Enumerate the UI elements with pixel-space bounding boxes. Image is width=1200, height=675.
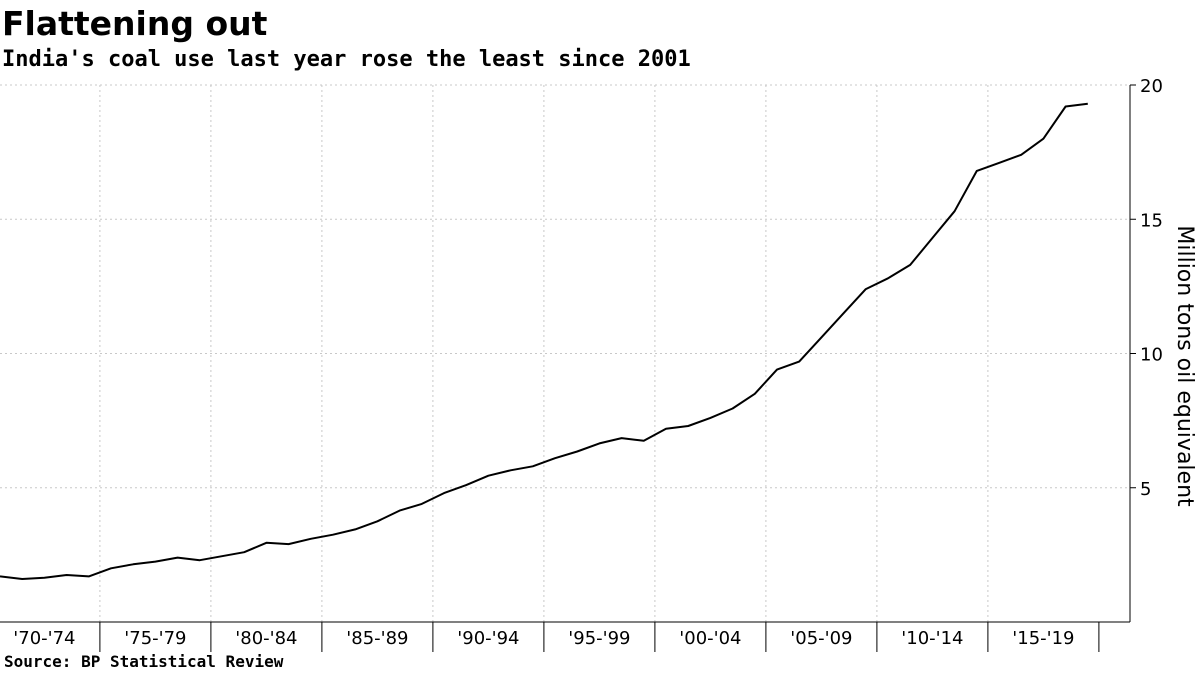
y-axis-title: Million tons oil equivalent: [1172, 225, 1197, 507]
chart-subtitle: India's coal use last year rose the leas…: [2, 47, 691, 72]
y-tick-label: 15: [1140, 210, 1163, 231]
axes: [0, 84, 1136, 652]
source-note: Source: BP Statistical Review: [4, 652, 284, 671]
x-tick-label: '90-'94: [457, 628, 519, 649]
tick-labels: 5 10 15 20 '70-'74 '75-'79 '80-'84 '85-'89 '90-'…: [13, 76, 1163, 649]
y-tick-label: 10: [1140, 345, 1163, 366]
x-tick-label: '80-'84: [235, 628, 297, 649]
grid-lines: [0, 84, 1130, 622]
x-tick-label: '75-'79: [124, 628, 186, 649]
x-tick-label: '05-'09: [790, 628, 852, 649]
y-tick-label: 20: [1140, 76, 1163, 97]
y-tick-label: 5: [1140, 479, 1151, 500]
x-tick-label: '15-'19: [1012, 628, 1074, 649]
series-layer: [0, 102, 1088, 580]
x-tick-label: '70-'74: [13, 628, 75, 649]
chart-title: Flattening out: [2, 4, 268, 43]
x-tick-label: '10-'14: [901, 628, 963, 649]
x-tick-label: '85-'89: [346, 628, 408, 649]
x-tick-label: '95-'99: [568, 628, 630, 649]
series-line: [0, 102, 1088, 580]
x-tick-label: '00-'04: [679, 628, 741, 649]
